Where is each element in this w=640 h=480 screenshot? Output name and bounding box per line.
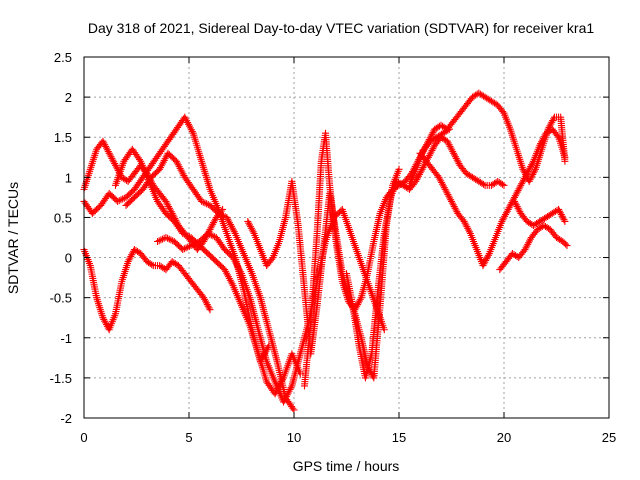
y-tick-label: 1.5 <box>54 130 72 145</box>
x-tick-label: 20 <box>497 430 511 445</box>
y-tick-label: 2 <box>65 90 72 105</box>
y-tick-label: -1.5 <box>50 371 72 386</box>
y-tick-label: -0.5 <box>50 291 72 306</box>
y-tick-label: 1 <box>65 170 72 185</box>
series-track-m <box>511 197 569 229</box>
x-axis-ticks: 0 5 10 15 20 25 <box>80 57 616 445</box>
x-tick-label: 0 <box>80 430 87 445</box>
x-axis-label: GPS time / hours <box>293 458 400 474</box>
y-axis-ticks: -2 -1.5 -1 -0.5 0 0.5 1 1.5 2 2.5 <box>50 50 609 426</box>
chart-title: Day 318 of 2021, Sidereal Day-to-day VTE… <box>88 20 594 36</box>
y-tick-label: 0 <box>65 251 72 266</box>
series-track-h <box>301 125 453 390</box>
series-track-e <box>122 149 298 414</box>
x-tick-label: 15 <box>392 430 406 445</box>
series-track-l <box>496 221 571 274</box>
x-tick-label: 10 <box>287 430 301 445</box>
y-tick-label: 0.5 <box>54 210 72 225</box>
series-track-k <box>416 125 569 270</box>
plot-frame <box>83 56 610 419</box>
x-tick-label: 5 <box>185 430 192 445</box>
data-marks <box>80 89 571 414</box>
x-tick-label: 25 <box>602 430 616 445</box>
y-tick-label: 2.5 <box>54 50 72 65</box>
y-tick-label: -2 <box>60 411 72 426</box>
y-tick-label: -1 <box>60 331 72 346</box>
series-track-i <box>343 133 508 382</box>
y-axis-label: SDTVAR / TECUs <box>5 182 21 294</box>
series-track-c <box>80 246 214 334</box>
series-track-d <box>112 145 304 398</box>
